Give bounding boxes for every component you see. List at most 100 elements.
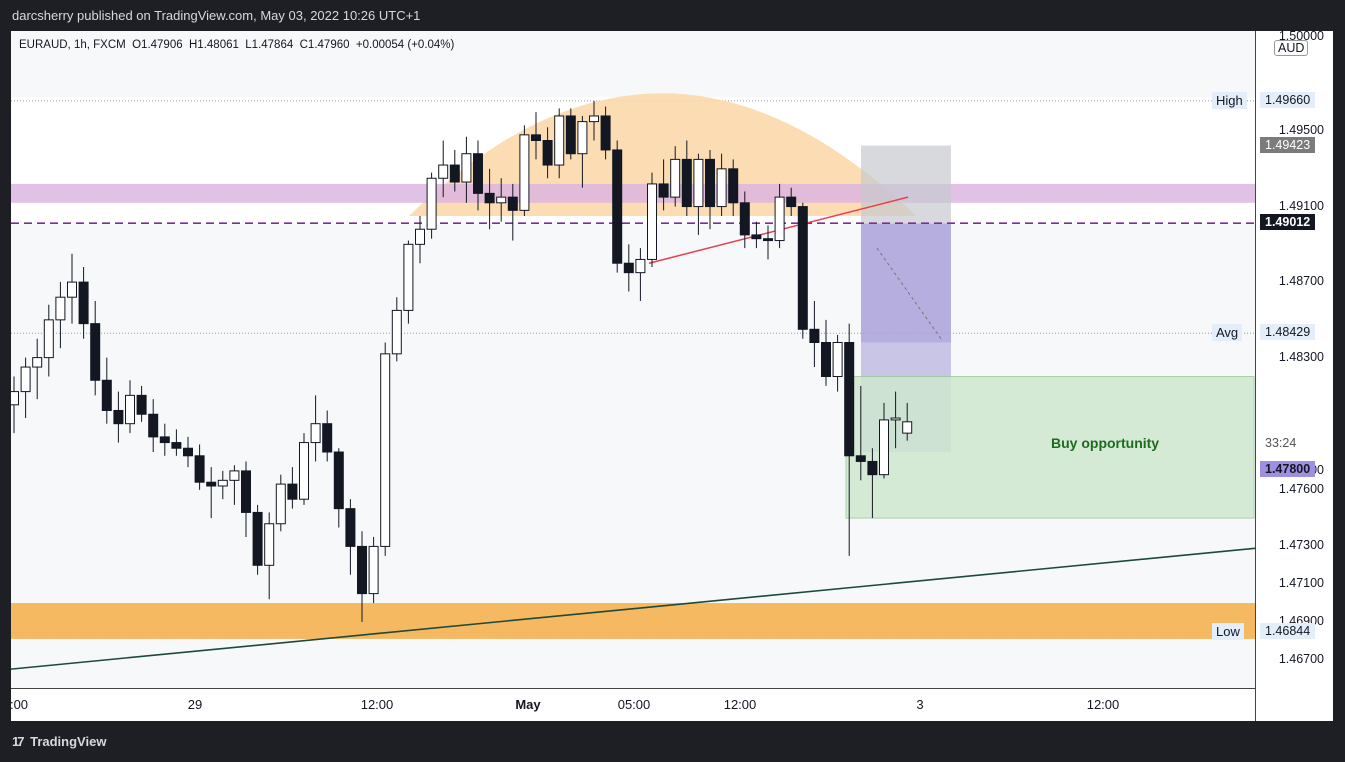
side-label-high: High bbox=[1212, 91, 1247, 109]
price-label-box-top: 1.49423 bbox=[1260, 136, 1316, 153]
candle-body bbox=[78, 281, 89, 325]
candle-body bbox=[125, 394, 135, 425]
candle-body bbox=[670, 158, 681, 198]
candlestick-chart[interactable] bbox=[11, 31, 1255, 688]
candle-body bbox=[55, 296, 66, 321]
candle-body bbox=[206, 481, 217, 487]
candle-body bbox=[473, 153, 483, 194]
candle-body bbox=[705, 158, 715, 208]
candle-body bbox=[252, 511, 263, 566]
candle-body bbox=[275, 483, 286, 525]
time-tick-label: 3 bbox=[916, 697, 924, 712]
candle-body bbox=[333, 451, 344, 510]
resistance-band bbox=[11, 183, 1255, 203]
candle-body bbox=[797, 206, 808, 330]
candle-body bbox=[519, 134, 530, 211]
candle-body bbox=[287, 483, 298, 500]
candle-body bbox=[844, 342, 855, 457]
candle-body bbox=[171, 442, 182, 449]
candle-body bbox=[310, 423, 321, 444]
candle-body bbox=[774, 196, 785, 242]
candle-body bbox=[241, 470, 251, 513]
ascending-trendline bbox=[11, 547, 1255, 670]
time-tick-label: :00 bbox=[11, 697, 29, 712]
price-tick-label: 1.47600 bbox=[1278, 481, 1324, 496]
candle-body bbox=[67, 281, 77, 298]
candle-body bbox=[612, 149, 623, 264]
time-tick-label: 05:00 bbox=[617, 697, 651, 712]
candle-body bbox=[531, 134, 541, 141]
price-label-dashed-level: 1.49012 bbox=[1260, 214, 1316, 231]
candle-body bbox=[183, 447, 193, 457]
publish-header: darcsherry published on TradingView.com,… bbox=[0, 0, 1345, 32]
time-tick-label: 12:00 bbox=[360, 697, 394, 712]
candle-body bbox=[565, 115, 576, 155]
candle-body bbox=[32, 357, 43, 368]
candle-body bbox=[635, 258, 646, 274]
chart-plot-area[interactable]: EURAUD, 1h, FXCM O1.47906 H1.48061 L1.47… bbox=[11, 31, 1255, 688]
position-entry-box bbox=[861, 223, 951, 343]
price-tick-label: 1.48300 bbox=[1278, 349, 1324, 364]
candle-body bbox=[229, 470, 240, 481]
candle-body bbox=[43, 319, 54, 359]
buy-opportunity-zone bbox=[845, 375, 1255, 519]
tradingview-logo-icon: 17 bbox=[12, 734, 25, 749]
time-tick-label: 29 bbox=[187, 697, 203, 712]
price-tick-label: 1.46700 bbox=[1278, 651, 1324, 666]
candle-body bbox=[600, 115, 611, 151]
candle-body bbox=[658, 183, 669, 198]
time-tick-label: 12:00 bbox=[723, 697, 757, 712]
candle-body bbox=[554, 115, 565, 166]
candle-body bbox=[716, 168, 727, 208]
price-tick-label: 1.49500 bbox=[1278, 123, 1324, 138]
candle-body bbox=[438, 164, 449, 179]
price-scale[interactable]: 1.500001.495001.491001.487001.483001.477… bbox=[1212, 31, 1333, 721]
price-label-high: 1.49660 bbox=[1260, 91, 1316, 108]
candle-body bbox=[484, 192, 495, 204]
candle-body bbox=[751, 234, 762, 240]
candle-body bbox=[507, 196, 518, 211]
candle-body bbox=[101, 379, 112, 411]
candle-body bbox=[890, 417, 901, 421]
price-tick-label: 1.47300 bbox=[1278, 538, 1324, 553]
side-label-low: Low bbox=[1212, 623, 1244, 641]
side-label-avg: Avg bbox=[1212, 324, 1243, 342]
buy-opportunity-label: Buy opportunity bbox=[1051, 435, 1160, 451]
candle-body bbox=[623, 262, 634, 274]
candle-body bbox=[693, 158, 704, 208]
candle-body bbox=[90, 323, 101, 381]
candle-body bbox=[136, 394, 147, 415]
candle-body bbox=[786, 196, 797, 208]
candle-body bbox=[194, 455, 205, 483]
candle-body bbox=[832, 342, 843, 377]
price-tick-label: 1.47100 bbox=[1278, 576, 1324, 591]
chart-frame[interactable]: EURAUD, 1h, FXCM O1.47906 H1.48061 L1.47… bbox=[11, 31, 1333, 721]
currency-label[interactable]: AUD bbox=[1274, 40, 1309, 56]
candle-body bbox=[577, 121, 588, 155]
candle-body bbox=[357, 545, 367, 595]
position-stop-box bbox=[861, 145, 951, 224]
publisher-text: darcsherry published on TradingView.com,… bbox=[12, 8, 421, 23]
candle-body bbox=[763, 238, 773, 242]
candle-body bbox=[496, 196, 507, 204]
price-tick-label: 1.49100 bbox=[1278, 198, 1324, 213]
price-tick-label: 1.48700 bbox=[1278, 274, 1324, 289]
time-scale[interactable]: :00 29 12:00 May 05:00 12:00 3 12:00 bbox=[11, 688, 1255, 721]
price-tick-label: 1.50000 bbox=[1278, 31, 1324, 43]
price-label-box-bottom: 1.47800 bbox=[1260, 461, 1316, 477]
candle-body bbox=[647, 183, 657, 260]
candle-body bbox=[879, 419, 889, 476]
candle-body bbox=[148, 413, 159, 438]
candle-body bbox=[681, 158, 692, 208]
candle-body bbox=[20, 366, 31, 393]
symbol-ohlc-legend: EURAUD, 1h, FXCM O1.47906 H1.48061 L1.47… bbox=[19, 39, 455, 51]
candle-body bbox=[902, 421, 913, 434]
price-label-avg: 1.48429 bbox=[1260, 324, 1316, 341]
candle-body bbox=[426, 177, 437, 230]
candle-body bbox=[403, 243, 414, 311]
candle-body bbox=[299, 442, 309, 500]
candle-body bbox=[11, 391, 19, 406]
candle-body bbox=[589, 115, 599, 123]
candle-body bbox=[113, 409, 124, 425]
candle-body bbox=[809, 328, 820, 344]
